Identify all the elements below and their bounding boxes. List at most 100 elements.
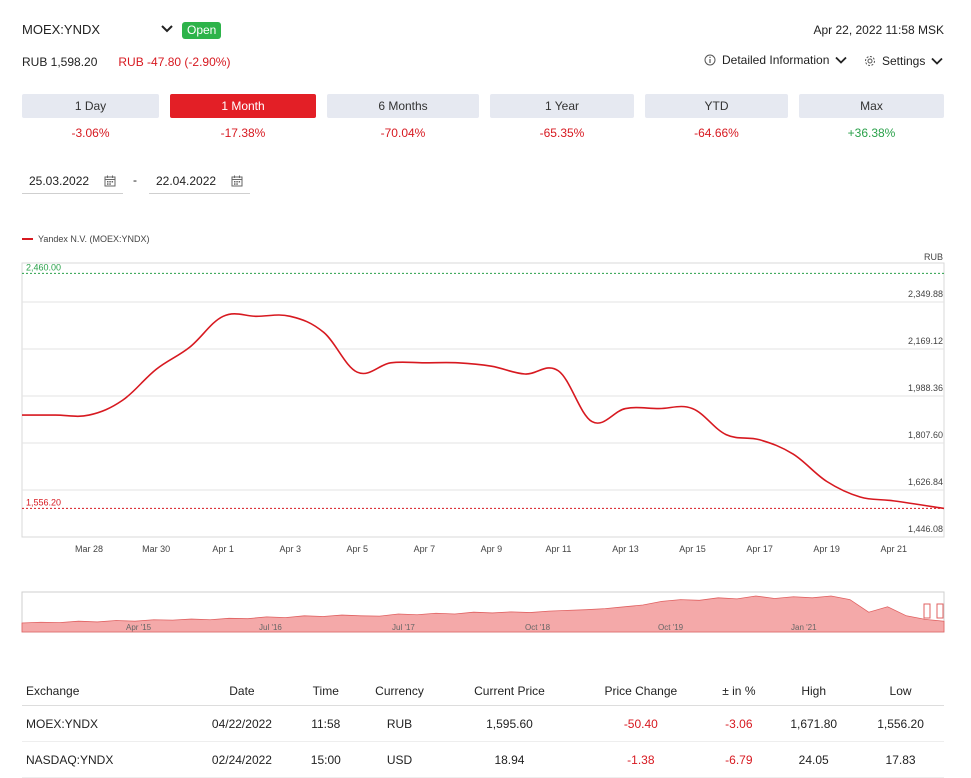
chart-legend[interactable]: Yandex N.V. (MOEX:YNDX): [22, 234, 150, 244]
col-currency: Currency: [354, 676, 445, 706]
ticker-label: MOEX:YNDX: [22, 22, 101, 37]
tab-ytd[interactable]: YTD: [645, 94, 788, 118]
date-from-field[interactable]: 25.03.2022: [22, 171, 123, 194]
y-tick-label: 1,988.36: [908, 383, 943, 393]
y-tick-label: 1,626.84: [908, 477, 943, 487]
cell-time: 15:00: [297, 741, 355, 778]
navigator-axis-label: Jan '21: [791, 623, 817, 632]
info-icon: [704, 54, 716, 66]
date-to-field[interactable]: 22.04.2022: [149, 171, 250, 194]
chevron-down-icon: [161, 25, 173, 33]
cell-current-price: 1,595.60: [444, 705, 575, 742]
navigator-axis-label: Jul '16: [259, 623, 282, 632]
navigator-area: [21, 595, 945, 633]
gear-icon: [865, 56, 875, 66]
date-from-value: 25.03.2022: [29, 174, 90, 188]
cell-price-change: -1.38: [574, 741, 708, 778]
settings-label: Settings: [882, 54, 926, 68]
col-exchange: Exchange: [22, 676, 187, 706]
x-tick-label: Apr 9: [481, 544, 503, 554]
date-range-separator: -: [133, 173, 137, 187]
x-tick-label: Apr 7: [414, 544, 436, 554]
col-price-change: Price Change: [574, 676, 708, 706]
cell-current-price: 18.94: [444, 741, 575, 778]
plot-frame: [21, 262, 945, 538]
col-change-percent: ± in %: [707, 676, 771, 706]
navigator-axis-label: Oct '18: [525, 623, 551, 632]
tab-1-month[interactable]: 1 Month: [170, 94, 316, 118]
cell-change-percent: -6.79: [707, 741, 771, 778]
status-badge: Open: [182, 22, 222, 39]
cell-price-change: -50.40: [574, 705, 708, 742]
settings-dropdown[interactable]: Settings: [864, 54, 943, 68]
price-chart[interactable]: RUB 1,446.08 1,626.84 1,807.60 1,988.36 2,169…: [0, 245, 971, 560]
table-row[interactable]: NASDAQ:YNDX 02/24/2022 15:00 USD 18.94 -…: [22, 741, 944, 778]
navigator-handle-right[interactable]: [936, 603, 944, 619]
reference-line-label: 2,460.00: [26, 262, 61, 272]
y-tick-label: 2,349.88: [908, 289, 943, 299]
x-tick-label: Apr 17: [746, 544, 773, 554]
col-current-price: Current Price: [444, 676, 575, 706]
x-tick-label: Apr 5: [347, 544, 369, 554]
navigator-handle-left[interactable]: [923, 603, 931, 619]
chevron-down-icon: [931, 57, 943, 65]
navigator-axis-label: Jul '17: [392, 623, 415, 632]
cell-currency: RUB: [354, 705, 445, 742]
period-change-1-year: -65.35%: [539, 126, 585, 140]
price-line: RUB 1,598.20 RUB -47.80 (-2.90%): [22, 55, 230, 69]
cell-date: 04/22/2022: [186, 705, 298, 742]
ticker-select[interactable]: MOEX:YNDX: [22, 22, 177, 37]
cell-low: 1,556.20: [857, 705, 944, 742]
x-tick-label: Apr 11: [546, 544, 572, 554]
timestamp: Apr 22, 2022 11:58 MSK: [813, 23, 944, 37]
cell-low: 17.83: [857, 741, 944, 778]
y-tick-label: 2,169.12: [908, 336, 943, 346]
exchange-table: Exchange Date Time Currency Current Pric…: [22, 676, 944, 778]
navigator-axis-label: Oct '19: [658, 623, 684, 632]
tab-6-months[interactable]: 6 Months: [327, 94, 479, 118]
legend-label: Yandex N.V. (MOEX:YNDX): [38, 234, 150, 244]
table-row[interactable]: MOEX:YNDX 04/22/2022 11:58 RUB 1,595.60 …: [22, 705, 944, 742]
calendar-icon[interactable]: [231, 175, 243, 187]
x-tick-label: Apr 21: [880, 544, 907, 554]
x-tick-label: Apr 19: [813, 544, 840, 554]
x-tick-label: Mar 30: [142, 544, 170, 554]
col-date: Date: [186, 676, 298, 706]
chevron-down-icon: [835, 56, 848, 64]
cell-high: 1,671.80: [770, 705, 858, 742]
col-time: Time: [297, 676, 355, 706]
tab-1-day[interactable]: 1 Day: [22, 94, 159, 118]
cell-exchange: MOEX:YNDX: [22, 705, 187, 742]
period-change-1-day: -3.06%: [71, 126, 110, 140]
x-tick-label: Mar 28: [75, 544, 103, 554]
price-change: RUB -47.80 (-2.90%): [118, 55, 231, 69]
tab-max[interactable]: Max: [799, 94, 944, 118]
period-tabs: 1 Day 1 Month 6 Months 1 Year YTD Max -3…: [22, 94, 944, 140]
period-change-ytd: -64.66%: [694, 126, 739, 140]
navigator-axis-label: Apr '15: [126, 623, 152, 632]
y-axis-unit-label: RUB: [924, 252, 943, 262]
calendar-icon[interactable]: [104, 175, 116, 187]
cell-exchange: NASDAQ:YNDX: [22, 741, 187, 778]
y-tick-label: 1,807.60: [908, 430, 943, 440]
x-tick-label: Apr 15: [679, 544, 706, 554]
col-low: Low: [857, 676, 944, 706]
x-tick-label: Apr 1: [212, 544, 234, 554]
x-tick-label: Apr 3: [279, 544, 301, 554]
detailed-information-label: Detailed Information: [722, 53, 830, 67]
cell-date: 02/24/2022: [186, 741, 298, 778]
navigator-chart[interactable]: Apr '15 Jul '16 Jul '17 Oct '18 Oct '19 Jan '…: [0, 590, 971, 638]
cell-high: 24.05: [770, 741, 858, 778]
table-header-row: Exchange Date Time Currency Current Pric…: [22, 676, 944, 706]
period-change-1-month: -17.38%: [220, 126, 266, 140]
cell-currency: USD: [354, 741, 445, 778]
tab-1-year[interactable]: 1 Year: [490, 94, 634, 118]
detailed-information-dropdown[interactable]: Detailed Information: [704, 53, 848, 67]
period-change-max: +36.38%: [847, 126, 896, 140]
reference-line-label: 1,556.20: [26, 497, 61, 507]
x-tick-label: Apr 13: [612, 544, 639, 554]
cell-change-percent: -3.06: [707, 705, 771, 742]
y-tick-label: 1,446.08: [908, 524, 943, 534]
price-series-line: [21, 313, 945, 510]
current-price: RUB 1,598.20: [22, 55, 98, 69]
